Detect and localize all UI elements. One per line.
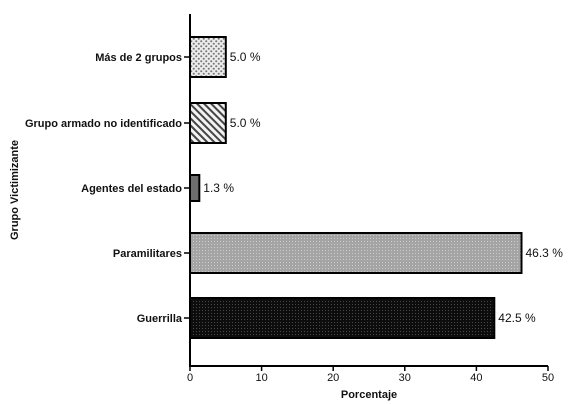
category-label-2: Agentes del estado — [81, 183, 182, 195]
x-axis-title: Porcentaje — [341, 389, 397, 401]
category-labels-group: Más de 2 grupos Grupo armado no identific… — [25, 52, 183, 325]
x-tick-label-1: 10 — [255, 372, 267, 384]
y-ticks-group — [184, 56, 190, 319]
value-labels-group: 5.0 % 5.0 % 1.3 % 46.3 % 42.5 % — [203, 50, 563, 325]
x-tick-label-4: 40 — [470, 372, 482, 384]
category-label-4: Guerrilla — [137, 313, 183, 325]
bar-3 — [189, 232, 523, 274]
value-label-4: 42.5 % — [498, 311, 536, 325]
bar-4 — [189, 297, 496, 339]
value-label-2: 1.3 % — [203, 181, 234, 195]
category-label-1: Grupo armado no identificado — [25, 118, 182, 130]
bar-1 — [189, 102, 227, 144]
value-label-1: 5.0 % — [230, 116, 261, 130]
bar-2 — [189, 174, 201, 202]
x-tick-label-5: 50 — [542, 372, 554, 384]
x-ticks-group: 0 10 20 30 40 50 — [187, 366, 554, 384]
category-label-0: Más de 2 grupos — [95, 52, 182, 64]
x-tick-label-2: 20 — [327, 372, 339, 384]
value-label-0: 5.0 % — [230, 50, 261, 64]
x-tick-label-3: 30 — [399, 372, 411, 384]
bars-group — [189, 36, 523, 339]
y-axis-title: Grupo Victimizante — [9, 140, 21, 240]
value-label-3: 46.3 % — [526, 246, 564, 260]
bar-0 — [189, 36, 227, 78]
category-label-3: Paramilitares — [113, 248, 182, 260]
x-tick-label-0: 0 — [187, 372, 193, 384]
